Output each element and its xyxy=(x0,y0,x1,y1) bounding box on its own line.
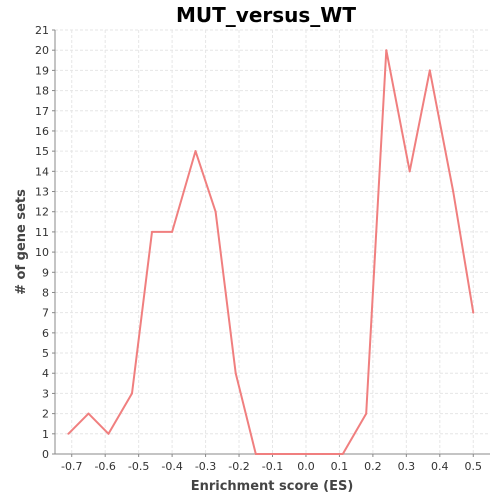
data-point xyxy=(67,432,70,435)
x-tick-label: -0.7 xyxy=(61,460,82,473)
y-tick-label: 4 xyxy=(42,367,49,380)
data-point xyxy=(428,69,431,72)
y-tick-label: 20 xyxy=(35,44,49,57)
y-tick-label: 15 xyxy=(35,145,49,158)
data-point xyxy=(107,432,110,435)
x-tick-label: -0.6 xyxy=(94,460,115,473)
data-point xyxy=(234,372,237,375)
y-tick-label: 6 xyxy=(42,327,49,340)
y-tick-label: 11 xyxy=(35,226,49,239)
y-tick-label: 1 xyxy=(42,428,49,441)
x-tick-label: 0.3 xyxy=(398,460,416,473)
y-tick-label: 2 xyxy=(42,408,49,421)
y-tick-label: 9 xyxy=(42,266,49,279)
data-point xyxy=(321,453,324,455)
data-point xyxy=(408,170,411,173)
data-point xyxy=(452,190,455,193)
chart-title: MUT_versus_WT xyxy=(176,3,356,27)
data-point xyxy=(130,392,133,395)
y-tick-label: 19 xyxy=(35,64,49,77)
y-tick-label: 12 xyxy=(35,206,49,219)
data-point xyxy=(254,453,257,455)
data-point xyxy=(472,311,475,314)
x-tick-labels: -0.7 -0.6 -0.5 -0.4 -0.3 -0.2 -0.1 0.0 0.1 0.2 0.3… xyxy=(61,454,482,473)
x-tick-label: -0.5 xyxy=(128,460,149,473)
x-tick-label: -0.1 xyxy=(262,460,283,473)
x-tick-label: 0.5 xyxy=(465,460,483,473)
y-tick-label: 14 xyxy=(35,165,49,178)
y-tick-label: 13 xyxy=(35,186,49,199)
y-tick-label: 0 xyxy=(42,448,49,461)
data-point xyxy=(214,210,217,213)
y-tick-label: 18 xyxy=(35,85,49,98)
x-tick-label: 0.4 xyxy=(431,460,449,473)
y-tick-label: 8 xyxy=(42,286,49,299)
y-tick-label: 7 xyxy=(42,307,49,320)
data-point xyxy=(171,230,174,233)
data-point xyxy=(365,412,368,415)
series-line-0 xyxy=(67,49,475,455)
data-point xyxy=(151,230,154,233)
y-tick-label: 3 xyxy=(42,387,49,400)
y-tick-label: 5 xyxy=(42,347,49,360)
data-point xyxy=(194,150,197,153)
y-tick-label: 21 xyxy=(35,24,49,37)
y-tick-label: 10 xyxy=(35,246,49,259)
series-group xyxy=(67,49,475,455)
data-point xyxy=(278,453,281,455)
y-axis-label: # of gene sets xyxy=(14,189,29,295)
data-point xyxy=(87,412,90,415)
y-tick-label: 16 xyxy=(35,125,49,138)
data-point xyxy=(385,49,388,52)
x-tick-label: -0.4 xyxy=(161,460,182,473)
x-tick-label: 0.1 xyxy=(331,460,349,473)
data-point xyxy=(298,453,301,455)
data-point xyxy=(341,453,344,455)
x-tick-label: -0.3 xyxy=(195,460,216,473)
x-tick-label: 0.0 xyxy=(297,460,315,473)
grid xyxy=(55,29,490,455)
y-tick-label: 17 xyxy=(35,105,49,118)
x-tick-label: -0.2 xyxy=(228,460,249,473)
x-tick-label: 0.2 xyxy=(364,460,382,473)
x-axis-label: Enrichment score (ES) xyxy=(191,479,354,494)
